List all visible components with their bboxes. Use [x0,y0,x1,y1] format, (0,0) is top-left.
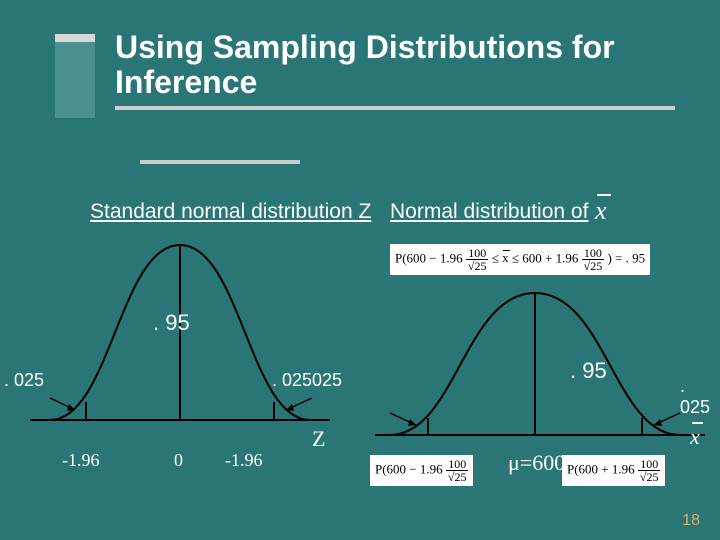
page-number: 18 [682,512,700,530]
left-curve-center-label: . 95 [153,310,190,336]
right-normal-curve [370,275,710,445]
left-axis-z-label: Z [312,426,325,452]
right-curve-center-label: . 95 [570,358,607,384]
slide-title: Using Sampling Distributions for Inferen… [115,30,675,110]
formula-lower-bound: P(600 − 1.96 10025 [370,455,473,486]
xbar-symbol-title: x [595,196,607,226]
left-axis-tick-1: -1.96 [62,450,100,471]
title-underline-extension [140,160,300,164]
right-axis-mu-label: μ=600 [508,450,565,476]
left-curve-tail-right-label: . 025025 [272,370,342,391]
formula-probability-top: P(600 − 1.96 10025 ≤ x ≤ 600 + 1.96 1002… [390,244,650,275]
slide-root: { "background_color": "#2a7575", "title"… [0,0,720,540]
left-curve-tail-left-label: . 025 [4,370,44,391]
left-axis-tick-2: 0 [174,450,183,471]
formula-upper-bound: P(600 + 1.96 10025 [562,455,665,486]
title-block: Using Sampling Distributions for Inferen… [55,30,675,110]
right-axis-xbar-label: x [690,424,700,450]
left-axis-tick-3: -1.96 [225,450,263,471]
right-curve-tail-right-label: . 025 [680,376,720,418]
subtitle-right: Normal distribution of [390,200,588,224]
subtitle-left: Standard normal distribution Z [90,200,371,224]
